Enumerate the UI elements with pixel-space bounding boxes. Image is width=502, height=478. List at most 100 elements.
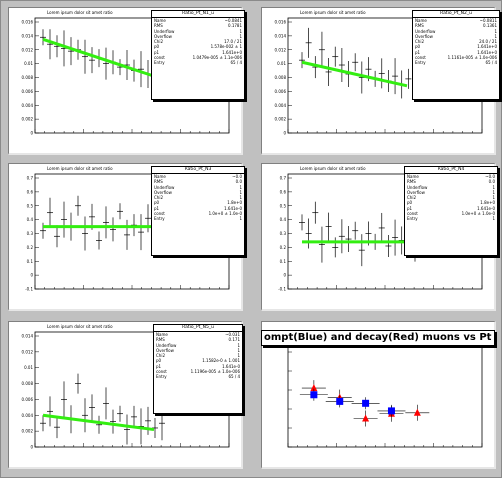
y-tick-label: 0.3 <box>280 231 287 236</box>
stats-row: p0 1.641e+0 <box>415 44 497 50</box>
y-tick-label: 0.016 <box>275 20 287 25</box>
data-point <box>89 394 95 421</box>
stats-row: Chi2 17.0 / 21 <box>154 39 242 45</box>
stats-row: Chi2 24.0 / 21 <box>415 39 497 45</box>
data-point <box>318 226 325 263</box>
data-point <box>103 387 109 420</box>
data-point <box>117 59 123 76</box>
data-point <box>103 47 109 80</box>
hist-title: Lorem ipsum dolor sit amet ratio <box>47 166 113 171</box>
stats-row: p0 1.578e-002 ± 1 <box>154 44 242 50</box>
pad-5[interactable]: 0.014 0.012 0.01 0.008 0.006 0.004 0.002 0 Lorem… <box>8 321 243 469</box>
y-tick-label: 0.012 <box>22 349 34 354</box>
y-tick-label: 0.014 <box>22 334 34 339</box>
red-marker <box>405 404 430 421</box>
pad-4[interactable]: 0.7 0.6 0.5 0.4 0.3 0.2 0.1 0 -0.1 Lorem ipsum do… <box>261 163 498 311</box>
stats-row: RMS 0.0 <box>154 179 242 185</box>
data-point <box>68 37 74 66</box>
y-tick-label: 0.1 <box>27 259 34 264</box>
data-point <box>124 219 130 250</box>
y-tick-label: 0.004 <box>22 413 34 418</box>
data-point <box>358 234 365 267</box>
data-point <box>378 58 385 89</box>
y-tick-label: 0.004 <box>275 103 287 108</box>
stats-row: Entry 65 / 4 <box>154 60 242 66</box>
y-tick-label: 0.01 <box>24 365 33 370</box>
y-tick-label: 0.6 <box>27 189 34 194</box>
data-point <box>61 201 67 238</box>
stats-row: p1 1.641e+0 <box>154 49 242 55</box>
y-tick-label: 0.002 <box>22 117 34 122</box>
y-tick-label: 0.014 <box>22 33 34 38</box>
data-point <box>305 218 312 249</box>
stats-header: Ratio_Pt_N2_u <box>413 11 499 18</box>
data-point <box>96 415 102 434</box>
stats-row: const 1.0e+0 ± 1.0e-0 <box>154 211 242 217</box>
data-point <box>103 206 109 239</box>
data-point <box>54 225 60 248</box>
data-point <box>145 406 151 435</box>
y-tick-label: 0.7 <box>27 176 34 181</box>
data-point <box>405 68 412 89</box>
y-tick-label: 0.4 <box>27 217 34 222</box>
data-point <box>385 234 392 257</box>
y-tick-label: 0.3 <box>27 231 34 236</box>
pad-2[interactable]: 0.016 0.014 0.012 0.01 0.008 0.006 0.004 0.002 0… <box>261 7 500 155</box>
pad-4-plot: 0.7 0.6 0.5 0.4 0.3 0.2 0.1 0 -0.1 <box>278 173 483 292</box>
pad-5-plot: 0.014 0.012 0.01 0.008 0.006 0.004 0.002 0 <box>22 331 230 450</box>
data-point <box>138 214 144 251</box>
fit-line <box>301 60 408 88</box>
hist-title: Lorem ipsum dolor sit amet ratio <box>47 10 113 15</box>
data-point <box>61 381 67 418</box>
data-point <box>82 39 88 74</box>
data-point <box>305 27 312 58</box>
stats-header: Ratio_Pt_N3 <box>152 167 244 174</box>
y-tick-label: 0.5 <box>280 203 287 208</box>
stats-row: Entry 1 <box>154 216 242 222</box>
data-point <box>299 214 305 231</box>
y-tick-label: 0.006 <box>275 89 287 94</box>
data-point <box>345 226 352 253</box>
data-point <box>325 212 332 241</box>
stats-box: Ratio_Pt_N5_u Name ~0.031 RMS 0.171 Underflow… <box>153 324 243 414</box>
pad-3[interactable]: 0.7 0.6 0.5 0.4 0.3 0.2 0.1 0 -0.1 Lorem ipsum do… <box>8 163 245 311</box>
data-point <box>392 219 399 256</box>
fit-line <box>42 37 155 78</box>
blue-marker <box>377 404 406 417</box>
data-point <box>75 195 81 216</box>
y-tick-label: 0.002 <box>22 429 34 434</box>
y-tick-label: 0 <box>283 273 286 278</box>
stats-row: p1 1.641e-0 <box>156 363 240 369</box>
pad-6[interactable]: ompt(Blue) and decay(Red) muons vs Pt - … <box>261 321 496 469</box>
data-point <box>89 47 95 74</box>
stats-row: p0 1.8e+0 <box>154 200 242 206</box>
stats-box: Ratio_Pt_N2_u Name ~0.0811 RMS 0.1361 Underfl… <box>412 10 500 100</box>
data-point <box>82 216 88 251</box>
stats-header: Ratio_Pt_N5_u <box>154 325 242 332</box>
stats-row: Overflow 1 <box>154 189 242 195</box>
fit-line <box>42 413 155 432</box>
data-point <box>40 415 46 432</box>
y-tick-label: 0.01 <box>277 61 286 66</box>
y-tick-label: 0 <box>30 131 33 136</box>
stats-row: const 1.1161e-005 ± 1.0e-006 <box>415 55 497 61</box>
pad-1[interactable]: 0.016 0.014 0.012 0.01 0.008 0.006 0.004 0.002 0… <box>8 7 245 155</box>
y-tick-label: 0.6 <box>280 189 287 194</box>
stats-row: Entry 65 / 4 <box>156 374 240 380</box>
y-tick-label: 0 <box>30 273 33 278</box>
stats-row: Chi2 1 <box>407 195 495 201</box>
y-tick-label: 0.2 <box>280 245 287 250</box>
stats-row: RMS 0.1361 <box>415 23 497 29</box>
hist-title: Lorem ipsum dolor sit amet ratio <box>300 10 366 15</box>
stats-row: p1 1.641e-0 <box>154 205 242 211</box>
y-tick-label: 0.008 <box>22 75 34 80</box>
data-point <box>138 51 144 88</box>
data-point <box>338 219 345 254</box>
y-tick-label: 0.7 <box>280 176 287 181</box>
stats-row: Chi2 1 <box>154 195 242 201</box>
stats-row: Name ~0.0841 <box>154 18 242 23</box>
data-point <box>318 31 325 68</box>
y-tick-label: 0.4 <box>280 217 287 222</box>
pad-1-plot: 0.016 0.014 0.012 0.01 0.008 0.006 0.004 0.002 0 <box>22 17 230 136</box>
data-point <box>96 231 102 250</box>
